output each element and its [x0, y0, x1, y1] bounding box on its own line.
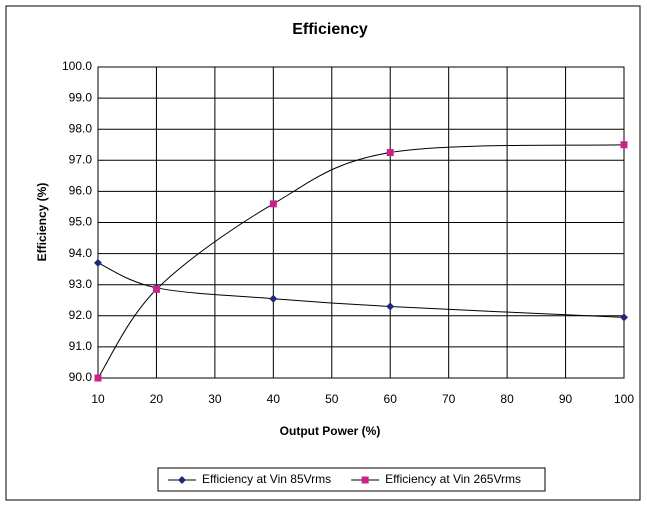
x-tick-label: 20: [150, 392, 164, 406]
legend-marker: [178, 476, 186, 484]
chart-border: [5, 5, 641, 501]
y-tick-label: 96.0: [69, 184, 93, 198]
x-tick-label: 100: [614, 392, 634, 406]
x-tick-label: 90: [559, 392, 573, 406]
y-tick-label: 93.0: [69, 277, 93, 291]
y-tick-label: 95.0: [69, 215, 93, 229]
point: [386, 302, 395, 311]
point: [269, 294, 278, 303]
x-tick-label: 10: [91, 392, 105, 406]
legend-label: Efficiency at Vin 265Vrms: [385, 472, 521, 486]
x-axis-label: Output Power (%): [280, 424, 381, 438]
y-tick-label: 94.0: [69, 246, 93, 260]
y-tick-label: 92.0: [69, 308, 93, 322]
plot-border: [97, 66, 625, 379]
y-tick-label: 98.0: [69, 121, 93, 135]
point: [94, 258, 102, 267]
x-tick-label: 80: [500, 392, 514, 406]
x-tick-label: 50: [325, 392, 339, 406]
y-tick-label: 97.0: [69, 152, 93, 166]
legend-label: Efficiency at Vin 85Vrms: [202, 472, 331, 486]
point: [152, 285, 160, 293]
point: [620, 313, 628, 322]
point: [94, 374, 102, 382]
x-tick-label: 70: [442, 392, 456, 406]
point: [386, 149, 394, 157]
y-tick-label: 99.0: [69, 90, 93, 104]
y-tick-label: 90.0: [69, 370, 93, 384]
point: [620, 141, 628, 149]
y-axis-label: Efficiency (%): [35, 183, 49, 262]
point: [269, 200, 277, 208]
x-tick-label: 60: [384, 392, 398, 406]
line: [97, 144, 625, 379]
x-tick-label: 30: [208, 392, 222, 406]
y-tick-label: 100.0: [62, 59, 92, 73]
legend-marker: [361, 476, 369, 484]
line: [97, 262, 625, 318]
y-tick-label: 91.0: [69, 339, 93, 353]
chart-title: Efficiency: [292, 21, 368, 38]
x-tick-label: 40: [267, 392, 281, 406]
